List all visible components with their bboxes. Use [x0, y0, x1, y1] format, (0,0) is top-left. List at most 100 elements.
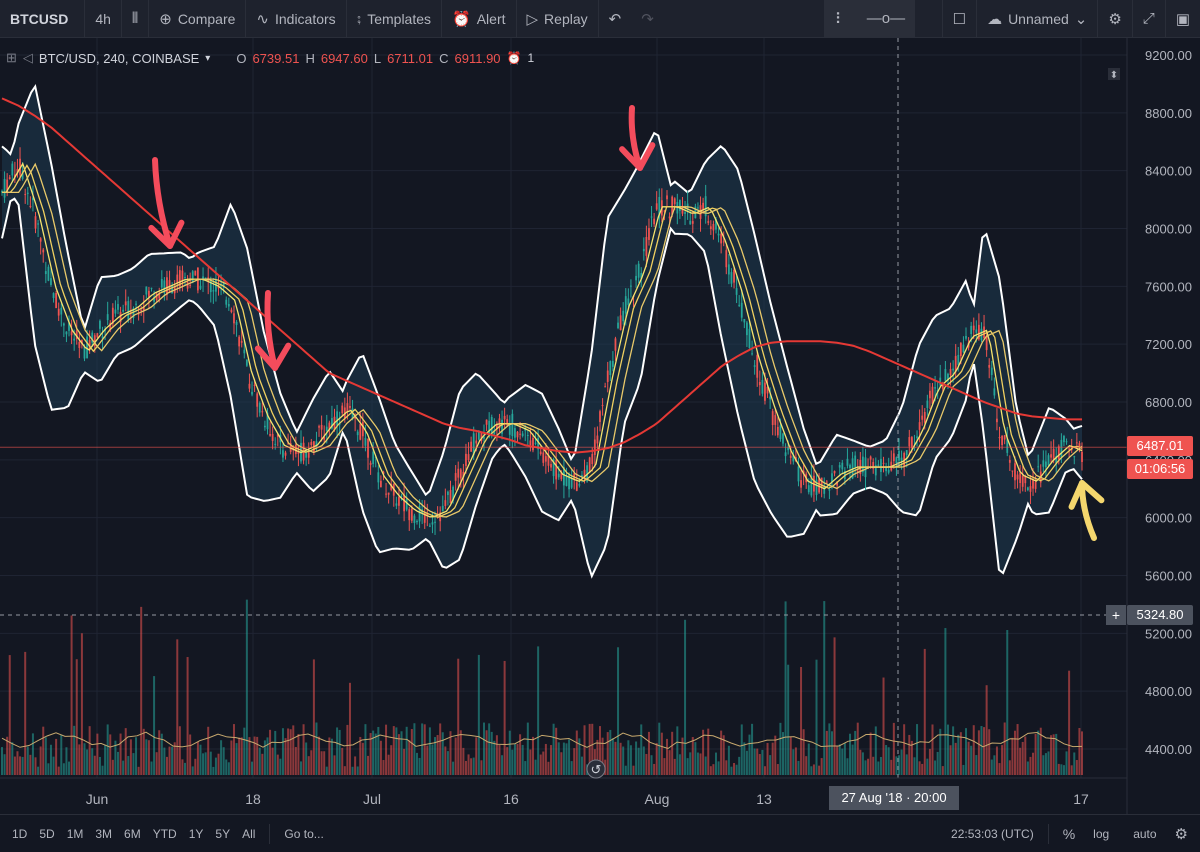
- candle-body: [601, 405, 604, 407]
- volume-bar: [578, 738, 581, 775]
- range-all[interactable]: All: [242, 826, 256, 841]
- volume-bar: [537, 646, 540, 775]
- chart-area[interactable]: 9200.00 8800.00 8400.00 8000.00 7600.00 7200.…: [0, 38, 1200, 814]
- volume-bar: [890, 759, 893, 775]
- volume-bar: [258, 747, 261, 775]
- volume-bar: [436, 735, 439, 775]
- candle-body: [977, 324, 980, 340]
- replay-button[interactable]: ▷ Replay: [515, 0, 598, 38]
- compare-button[interactable]: ⊕ Compare: [148, 0, 245, 38]
- interval-button[interactable]: 4h: [84, 0, 121, 38]
- candle-body: [717, 233, 720, 236]
- range-6m[interactable]: 6M: [124, 826, 141, 841]
- goto-button[interactable]: Go to...: [284, 826, 324, 841]
- drag-handle[interactable]: ⠇: [823, 0, 856, 38]
- legend-title[interactable]: BTC/USD, 240, COINBASE: [38, 50, 200, 66]
- candle-body: [191, 271, 194, 282]
- volume-bar: [116, 751, 119, 775]
- candle-body: [617, 322, 619, 329]
- volume-bar: [751, 723, 754, 775]
- undo-button[interactable]: ↶: [597, 0, 632, 38]
- candle-body: [557, 473, 560, 478]
- candle-body: [42, 249, 45, 253]
- candle-body: [367, 438, 369, 458]
- volume-bar: [147, 740, 150, 775]
- crosshair-price-tag: 5324.80: [1127, 605, 1193, 625]
- range-3m[interactable]: 3M: [95, 826, 113, 841]
- volume-bar: [47, 763, 50, 775]
- candle-body: [985, 336, 988, 351]
- volume-bar: [838, 744, 841, 775]
- candle-body: [73, 338, 76, 341]
- range-ytd[interactable]: YTD: [152, 826, 177, 841]
- volume-bar: [588, 723, 591, 775]
- range-5y[interactable]: 5Y: [215, 826, 231, 841]
- candle-body: [1019, 472, 1022, 484]
- candle-body: [284, 452, 287, 456]
- candle-body: [872, 462, 875, 469]
- volume-bar: [428, 727, 431, 775]
- volume-bar: [864, 760, 867, 775]
- volume-bar: [395, 727, 398, 775]
- alert-button[interactable]: ⏰ Alert: [441, 0, 515, 38]
- candle-body: [269, 434, 271, 436]
- snapshot-button[interactable]: ▣: [1164, 0, 1200, 38]
- candle-body: [122, 309, 125, 312]
- candle-body: [769, 396, 772, 400]
- volume-bar: [42, 726, 45, 775]
- fullscreen-box-button[interactable]: ☐: [941, 0, 976, 38]
- volume-bar: [629, 745, 632, 775]
- templates-button[interactable]: ⨟ Templates: [345, 0, 441, 38]
- volume-bar: [939, 728, 942, 775]
- range-5d[interactable]: 5D: [39, 826, 55, 841]
- volume-bar: [495, 735, 498, 775]
- axis-settings-button[interactable]: ⚙: [1174, 825, 1188, 843]
- settings-button[interactable]: ⚙: [1097, 0, 1131, 38]
- price-tick-label: 5200.00: [1145, 626, 1192, 641]
- indicators-button[interactable]: ∿ Indicators: [245, 0, 345, 38]
- volume-bar: [196, 741, 199, 775]
- layout-button[interactable]: ☁ Unnamed ⌄: [976, 0, 1097, 38]
- volume-bar: [524, 761, 527, 775]
- volume-bar: [37, 766, 40, 775]
- candle-body: [328, 422, 331, 430]
- percent-toggle[interactable]: %: [1062, 825, 1076, 842]
- volume-bar: [263, 740, 266, 775]
- candle-body: [1055, 456, 1058, 465]
- crosshair-toggle[interactable]: —o—: [855, 0, 916, 38]
- volume-bar: [217, 753, 220, 775]
- candle-body: [148, 290, 150, 297]
- candle-body: [297, 452, 300, 454]
- candle-body: [403, 494, 406, 512]
- candle-body: [792, 455, 795, 462]
- chart-type-button[interactable]: ⫴: [120, 0, 148, 38]
- volume-bar: [19, 756, 22, 775]
- crosshair: [0, 38, 1127, 778]
- price-chart[interactable]: 9200.00 8800.00 8400.00 8000.00 7600.00 7200.…: [0, 38, 1200, 814]
- volume-bar: [297, 733, 300, 775]
- alarm-icon[interactable]: ⏰: [506, 51, 522, 65]
- candle-body: [970, 325, 973, 335]
- utc-clock[interactable]: 22:53:03 (UTC): [951, 826, 1034, 841]
- range-1m[interactable]: 1M: [66, 826, 84, 841]
- candle-body: [787, 447, 790, 451]
- volume-bar: [173, 742, 176, 775]
- range-1y[interactable]: 1Y: [188, 826, 204, 841]
- volume-bar: [1065, 751, 1068, 775]
- symbol-search[interactable]: BTCUSD: [10, 10, 69, 27]
- redo-button[interactable]: ↷: [631, 0, 664, 38]
- time-tick-label: Jul: [363, 791, 381, 807]
- range-1d[interactable]: 1D: [12, 826, 28, 841]
- fullscreen-button[interactable]: ⤢: [1131, 0, 1165, 38]
- candle-body: [965, 336, 967, 339]
- volume-bar: [508, 730, 511, 775]
- auto-toggle[interactable]: auto: [1133, 826, 1157, 841]
- volume-bar: [949, 745, 952, 775]
- collapse-icon[interactable]: ⊞: [6, 50, 17, 65]
- volume-bar: [191, 766, 194, 775]
- volume-bar: [24, 651, 27, 775]
- dropdown-caret-icon[interactable]: ▾: [205, 52, 211, 64]
- volume-bar: [1021, 741, 1024, 775]
- log-toggle[interactable]: log: [1093, 826, 1110, 841]
